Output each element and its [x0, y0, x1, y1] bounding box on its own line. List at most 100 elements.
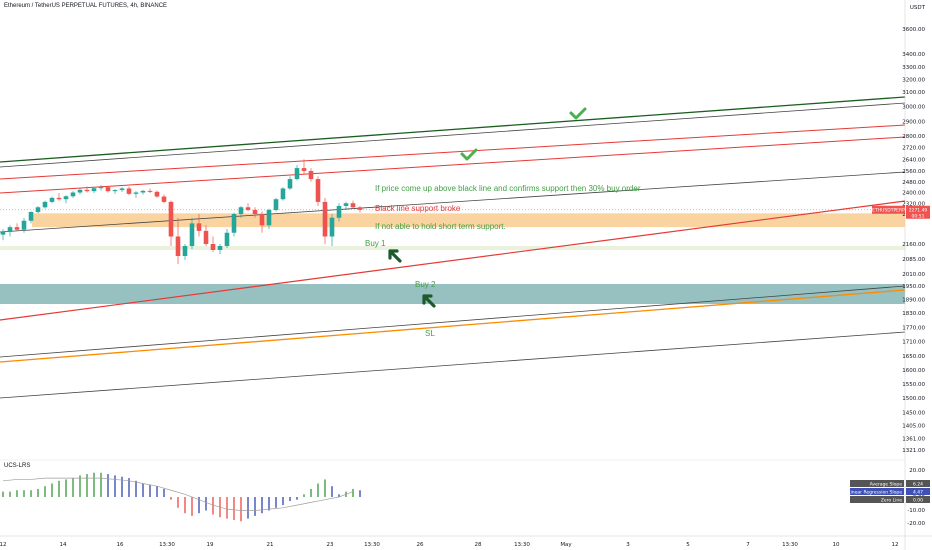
chart-title: Ethereum / TetherUS PERPETUAL FUTURES, 4…	[4, 3, 168, 9]
candle-body	[7, 227, 13, 232]
price-tick-label: 1321.00	[902, 448, 925, 454]
buy-1-label: Buy 1	[365, 239, 386, 248]
candle-body	[28, 211, 34, 221]
candle-body	[21, 220, 27, 230]
candle-body	[259, 214, 265, 226]
time-tick-label: 3	[626, 542, 630, 548]
time-tick-label: 13:30	[364, 542, 380, 548]
candle-body	[266, 209, 272, 226]
price-zones	[0, 209, 905, 304]
price-tick-label: 1405.00	[902, 424, 925, 430]
price-tick-label: 3300.00	[902, 65, 925, 71]
candle-body	[49, 197, 55, 202]
time-tick-label: 19	[207, 542, 214, 548]
indicator-legend-value-bg	[906, 496, 930, 503]
candle-body	[196, 223, 202, 231]
candle-body	[84, 189, 90, 192]
candle-body	[140, 190, 146, 193]
candle-body	[161, 196, 167, 202]
resistance-zone	[32, 213, 905, 228]
indicator-pane	[2, 472, 361, 522]
indicator-legend-value-bg	[906, 480, 930, 487]
check-mark-icon	[569, 107, 587, 120]
buy-2-label: Buy 2	[415, 280, 436, 289]
candle-body	[56, 197, 62, 200]
last-price-label: 2271.49	[909, 207, 928, 213]
candle-body	[42, 201, 48, 208]
price-tick-label: 1500.00	[902, 396, 925, 402]
price-tick-label: 2640.00	[902, 157, 925, 163]
indicator-legend-value: 6.24	[913, 482, 923, 488]
price-tick-label: 2480.00	[902, 180, 925, 186]
price-tick-label: 1770.00	[902, 325, 925, 331]
price-tick-label: 2900.00	[902, 119, 925, 125]
time-tick-label: 23	[327, 542, 334, 548]
orange-stop-loss-line	[0, 289, 906, 363]
green-upper-channel-line	[0, 96, 906, 163]
candle-body	[343, 203, 349, 206]
indicator-legend-value: 0.00	[913, 498, 923, 504]
trend-lines	[0, 96, 906, 399]
candle-body	[315, 179, 321, 202]
time-tick-label: 14	[60, 542, 67, 548]
candle-body	[301, 168, 307, 171]
candle-body	[147, 190, 153, 192]
price-tick-label: 2800.00	[902, 134, 925, 140]
time-tick-label: 7	[746, 542, 750, 548]
buy-1-arrow-icon	[388, 249, 402, 263]
red-channel-line-1	[0, 124, 906, 180]
symbol-badge-text: ETHUSDTPERP	[872, 207, 905, 213]
candles	[0, 159, 363, 264]
price-tick-label: 1710.00	[902, 340, 925, 346]
short-term-support-note: If not able to hold short term support.	[375, 222, 506, 231]
candle-body	[231, 214, 237, 233]
black-lower-channel-line	[0, 285, 906, 358]
candle-body	[126, 188, 132, 194]
candle-body	[189, 223, 195, 246]
candle-body	[350, 203, 356, 208]
time-tick-label: 12	[892, 542, 899, 548]
indicator-legend-label: Zero Line	[881, 498, 902, 504]
candle-body	[217, 246, 223, 250]
indicator-legend-label-bg	[850, 496, 904, 503]
price-tick-label: 1950.00	[902, 284, 925, 290]
indicator-legend-value: 4.47	[913, 490, 923, 496]
time-tick-label: 26	[417, 542, 424, 548]
stop-loss-label: SL	[425, 329, 435, 338]
candle-body	[280, 188, 286, 200]
price-tick-label: 2320.00	[902, 201, 925, 207]
time-tick-label: 13:30	[782, 542, 798, 548]
buy-1-zone	[0, 246, 905, 250]
indicator-tick-label: 20.00	[909, 468, 925, 474]
time-tick-label: 16	[117, 542, 124, 548]
candle-body	[252, 209, 258, 214]
last-price-badge	[906, 205, 930, 219]
price-tick-label: 2400.00	[902, 191, 925, 197]
indicator-legend-label-bg	[850, 480, 904, 487]
candle-body	[168, 201, 174, 237]
indicator-legend-value-bg	[906, 488, 930, 495]
candle-body	[238, 207, 244, 214]
price-tick-label: 3600.00	[902, 27, 925, 33]
price-tick-label: 1830.00	[902, 311, 925, 317]
price-tick-label: 3200.00	[902, 77, 925, 83]
candle-body	[224, 232, 230, 246]
candle-body	[245, 207, 251, 210]
time-tick-label: 13:30	[159, 542, 175, 548]
countdown-label: 00:51	[912, 213, 925, 219]
check-mark-icon	[460, 148, 478, 161]
price-tick-label: 1650.00	[902, 354, 925, 360]
average-slope-line	[2, 477, 354, 511]
candle-body	[77, 189, 83, 193]
buy-2-arrow-icon	[422, 294, 436, 308]
candle-body	[294, 168, 300, 180]
black-upper-channel-line	[0, 102, 906, 168]
candle-body	[273, 199, 279, 210]
candle-body	[0, 232, 6, 235]
candle-body	[182, 246, 188, 256]
price-tick-label: 1600.00	[902, 368, 925, 374]
time-tick-label: 5	[686, 542, 690, 548]
candle-body	[112, 190, 118, 192]
